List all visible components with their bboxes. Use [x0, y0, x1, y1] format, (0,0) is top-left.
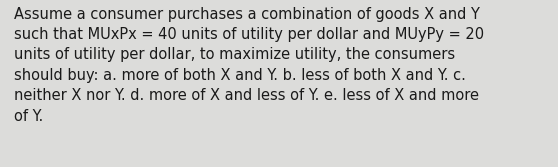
Text: Assume a consumer purchases a combination of goods X and Y
such that MUxPx = 40 : Assume a consumer purchases a combinatio…: [14, 7, 484, 124]
